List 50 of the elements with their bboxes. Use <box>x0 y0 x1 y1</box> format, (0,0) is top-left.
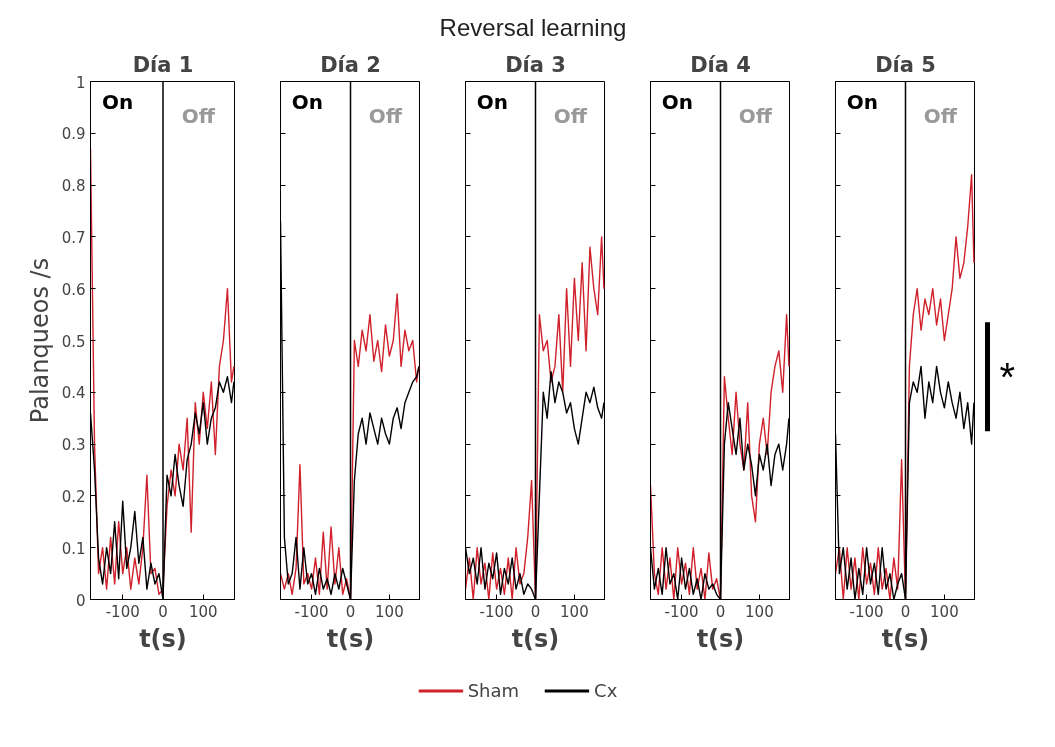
y-tick-label: 0.7 <box>61 228 86 247</box>
annotation: On <box>291 89 323 114</box>
x-tick-label: 100 <box>745 602 774 621</box>
x-tick-label: 100 <box>560 602 589 621</box>
x-tick-label: 0 <box>345 602 356 621</box>
x-tick-label: 0 <box>158 602 168 621</box>
y-tick-label: 1 <box>75 73 86 92</box>
x-axis-title: t(s) <box>511 624 560 653</box>
x-tick-label: 0 <box>530 602 541 621</box>
x-tick-label: -100 <box>664 602 699 621</box>
x-axis-title: t(s) <box>881 624 930 653</box>
annotation: On <box>661 89 693 114</box>
x-axis-title: t(s) <box>326 624 375 653</box>
x-axis-title: t(s) <box>696 624 745 653</box>
y-tick-label: 0.1 <box>61 539 86 558</box>
y-tick-label: 0.4 <box>61 384 86 403</box>
annotation: Off <box>738 103 773 128</box>
chart-title: Día 2 <box>320 52 381 77</box>
chart-title: Día 3 <box>505 52 566 77</box>
y-tick-label: 0.8 <box>61 177 86 196</box>
y-tick-label: 0.5 <box>61 332 86 351</box>
x-tick-label: 0 <box>715 602 726 621</box>
annotation: Off <box>553 103 588 128</box>
y-axis-title: Palanqueos /s <box>25 257 54 424</box>
chart-subtitle: Reversal learning <box>439 14 627 41</box>
x-axis-title: t(s) <box>139 624 187 653</box>
x-tick-label: -100 <box>479 602 514 621</box>
x-tick-label: -100 <box>105 602 140 621</box>
x-tick-label: -100 <box>294 602 329 621</box>
annotation: On <box>846 89 878 114</box>
chart-title: Día 4 <box>690 52 751 77</box>
y-tick-label: 0.9 <box>61 125 86 144</box>
annotation: Off <box>181 103 216 128</box>
x-tick-label: -100 <box>849 602 884 621</box>
annotation: On <box>102 89 134 114</box>
y-tick-label: 0.6 <box>61 280 86 299</box>
annotation: On <box>476 89 508 114</box>
x-tick-label: 100 <box>375 602 404 621</box>
x-tick-label: 100 <box>188 602 218 621</box>
legend-label: Sham <box>467 679 520 701</box>
x-tick-label: 100 <box>930 602 959 621</box>
text: * <box>999 354 1016 399</box>
annotation: Off <box>923 103 958 128</box>
y-tick-label: 0.3 <box>61 436 86 455</box>
chart-title: Día 1 <box>132 52 194 77</box>
y-tick-label: 0.2 <box>61 487 86 506</box>
x-tick-label: 0 <box>900 602 911 621</box>
annotation: Off <box>368 103 403 128</box>
legend-label: Cx <box>594 679 618 701</box>
chart-title: Día 5 <box>875 52 936 77</box>
